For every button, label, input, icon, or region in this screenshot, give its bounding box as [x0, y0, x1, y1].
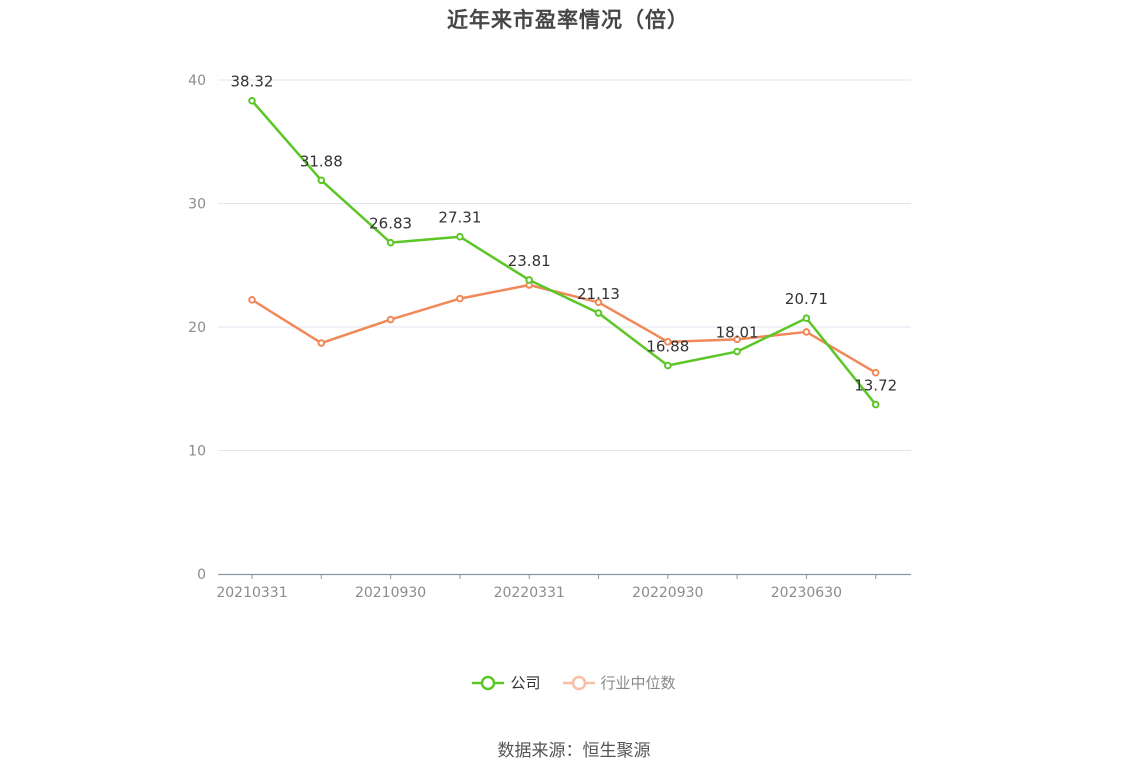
y-tick-label: 0 [197, 567, 206, 583]
data-label: 38.32 [231, 73, 274, 91]
y-tick-label: 20 [188, 320, 206, 336]
series-0-point[interactable] [386, 238, 395, 247]
legend-industry-line-icon [562, 675, 595, 690]
chart-title: 近年来市盈率情况（倍） [447, 8, 689, 32]
x-tick-label: 20210331 [216, 585, 287, 601]
data-label: 31.88 [300, 152, 343, 170]
y-tick-label: 40 [188, 73, 206, 89]
legend: 公司 行业中位数 [0, 672, 1148, 693]
x-tick-label: 20220331 [494, 585, 565, 601]
series-1-point[interactable] [664, 338, 672, 346]
series-lines [248, 96, 880, 409]
data-label: 18.01 [716, 324, 759, 342]
data-label: 13.72 [854, 377, 897, 395]
series-0-point[interactable] [664, 361, 672, 370]
x-tick-label: 20210930 [355, 585, 426, 601]
legend-item-industry-median[interactable]: 行业中位数 [562, 672, 676, 693]
series-1-point[interactable] [594, 298, 603, 307]
series-0-point[interactable] [317, 176, 326, 185]
y-tick-label: 30 [188, 197, 206, 213]
series-0-point[interactable] [733, 347, 741, 356]
data-source-note: 数据来源：恒生聚源 [497, 741, 651, 761]
data-label: 20.71 [785, 290, 828, 308]
gridlines [218, 79, 911, 451]
data-label: 21.13 [577, 285, 620, 303]
series-1-point[interactable] [733, 335, 741, 344]
legend-item-company[interactable]: 公司 [472, 672, 541, 693]
series-0-point[interactable] [248, 96, 256, 105]
series-1-point[interactable] [317, 339, 326, 347]
series-1-point[interactable] [871, 368, 880, 377]
series-0-point[interactable] [871, 400, 880, 409]
y-tick-label: 10 [188, 444, 206, 460]
series-0-point[interactable] [525, 276, 534, 284]
series-1-point[interactable] [802, 328, 811, 336]
x-tick-label: 20230630 [771, 585, 842, 601]
data-label: 26.83 [369, 215, 412, 233]
legend-company-line-icon [472, 675, 505, 690]
data-label: 27.31 [438, 209, 481, 227]
series-1-point[interactable] [248, 296, 256, 304]
series-1-point[interactable] [456, 294, 464, 303]
series-0-point[interactable] [802, 314, 811, 323]
series-0-point[interactable] [456, 232, 464, 241]
data-label: 16.88 [646, 338, 689, 356]
x-tick-label: 20220930 [632, 585, 703, 601]
legend-company-label: 公司 [510, 674, 541, 692]
series-0-point[interactable] [594, 309, 603, 317]
data-labels: 38.32 31.88 26.83 27.31 23.81 21.13 16.88 18.01… [231, 73, 898, 395]
data-label: 23.81 [508, 252, 551, 270]
series-1-point[interactable] [386, 315, 395, 324]
series-line-0 [251, 99, 877, 406]
axes: 0 10 20 30 40 20210331 20210930 20220331 2022093… [188, 73, 911, 601]
legend-industry-label: 行业中位数 [600, 674, 676, 692]
